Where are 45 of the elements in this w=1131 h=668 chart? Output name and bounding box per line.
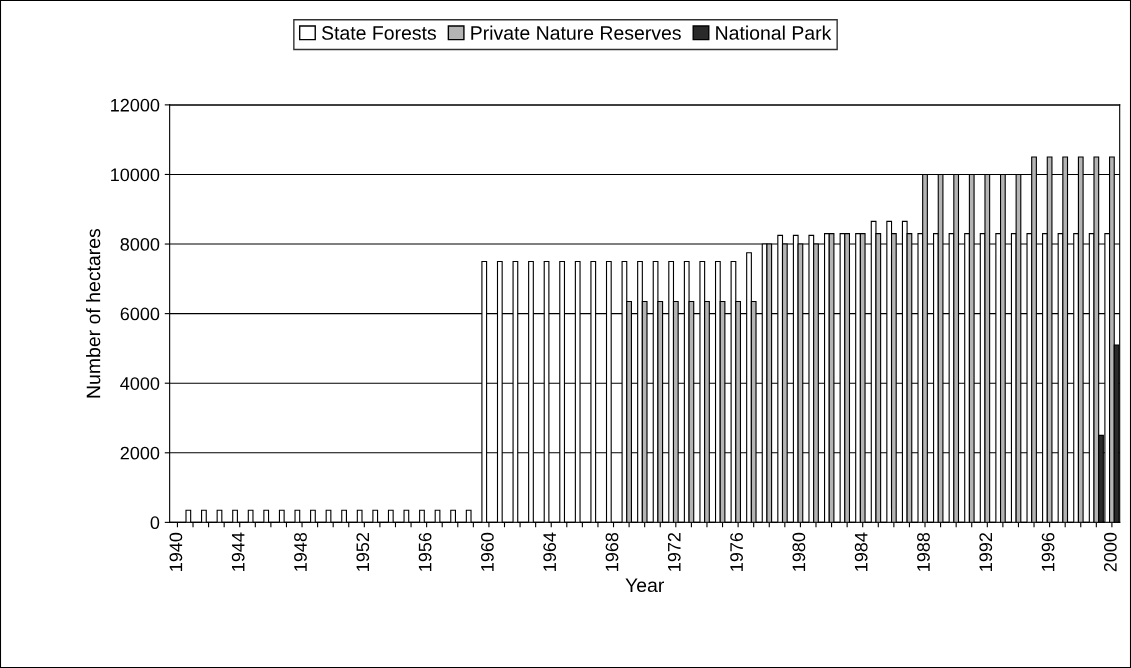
bar	[372, 509, 379, 523]
bar	[434, 509, 441, 523]
bar	[263, 509, 270, 523]
y-tick-label: 12000	[111, 98, 160, 112]
x-tick-label: 1948	[294, 532, 307, 571]
x-tick-label: 1984	[854, 532, 868, 571]
x-tick-label: 1956	[418, 532, 432, 571]
x-tick-label: 1968	[605, 532, 619, 571]
bar	[419, 509, 425, 523]
bar	[310, 509, 316, 523]
x-tick-label: 1964	[543, 532, 557, 571]
bar	[356, 509, 363, 523]
bar	[387, 509, 394, 523]
bar	[450, 509, 456, 523]
x-tick-label: 1972	[667, 533, 681, 571]
bar	[403, 509, 410, 523]
bar	[247, 509, 254, 523]
x-tick-label: 1940	[169, 532, 183, 571]
legend-label: National Park	[716, 25, 832, 40]
y-tick-label: 10000	[111, 168, 160, 182]
bar	[185, 509, 192, 523]
x-tick-label: 1960	[480, 532, 494, 571]
legend-label: State Forests	[321, 26, 436, 40]
y-tick-label: 8000	[120, 237, 160, 251]
legend-label: Private Nature Reserves	[471, 25, 681, 40]
x-tick-label: 1944	[231, 532, 245, 571]
x-tick-label: 1952	[356, 533, 370, 571]
x-tick-label: 1980	[792, 532, 806, 571]
bar	[232, 509, 238, 523]
y-tick-label: 0	[150, 516, 160, 530]
bar	[341, 509, 347, 523]
bar	[465, 509, 472, 523]
x-tick-label: 1988	[917, 532, 930, 571]
y-tick-label: 2000	[120, 446, 160, 460]
y-tick-label: 4000	[120, 377, 160, 390]
bar	[201, 509, 207, 523]
x-tick-label: 1992	[979, 533, 993, 571]
x-tick-label: 1976	[730, 532, 743, 571]
x-tick-label: 1996	[1041, 532, 1055, 571]
y-tick-label: 6000	[120, 307, 160, 321]
bar	[278, 509, 285, 523]
bar	[294, 509, 301, 523]
x-tick-label: 2000	[1103, 532, 1117, 572]
y-axis-title: Number of hectares	[86, 228, 101, 398]
x-axis-title: Year	[625, 578, 664, 593]
